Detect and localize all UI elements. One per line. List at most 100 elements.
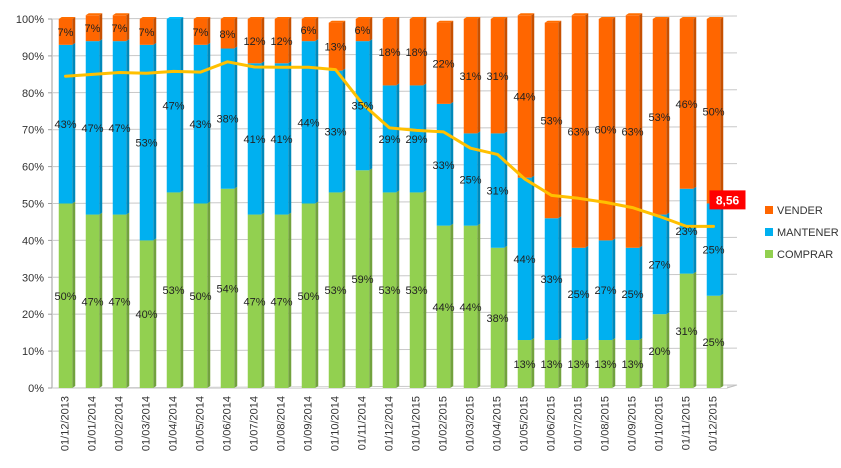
data-label: 25% bbox=[702, 245, 724, 257]
data-label: 6% bbox=[355, 25, 371, 37]
bar-side bbox=[261, 61, 265, 215]
bar-top bbox=[382, 17, 400, 19]
bar-side bbox=[612, 17, 616, 241]
x-tick-label: 01/04/2015 bbox=[492, 396, 504, 451]
bar-top bbox=[571, 13, 589, 16]
x-tick-label: 01/12/2013 bbox=[60, 396, 72, 451]
bar-top bbox=[409, 17, 427, 19]
bar-side bbox=[99, 39, 103, 215]
bar-comprar bbox=[517, 340, 532, 388]
data-label: 44% bbox=[459, 302, 481, 314]
bar-side bbox=[720, 17, 724, 204]
bar-top bbox=[274, 17, 292, 19]
data-label: 7% bbox=[193, 27, 209, 39]
bar-side bbox=[369, 39, 373, 171]
bar-side bbox=[423, 83, 427, 193]
bar-side bbox=[342, 68, 346, 193]
y-tick-label: 90% bbox=[22, 51, 44, 63]
bar-side bbox=[72, 201, 76, 388]
bar-vender bbox=[328, 22, 343, 71]
data-label: 47% bbox=[81, 123, 103, 135]
data-label: 53% bbox=[648, 112, 670, 124]
bar-top bbox=[355, 17, 373, 19]
bar-side bbox=[180, 190, 184, 388]
bar-side bbox=[342, 190, 346, 388]
x-tick-label: 01/05/2015 bbox=[519, 396, 531, 451]
bar-vender bbox=[571, 15, 586, 248]
x-tick-label: 01/07/2015 bbox=[573, 396, 585, 451]
bar-side bbox=[423, 17, 427, 86]
bar-top bbox=[625, 13, 643, 16]
bar-side bbox=[234, 17, 238, 49]
bar-side bbox=[666, 212, 670, 315]
bar-side bbox=[99, 212, 103, 388]
bar-side bbox=[72, 17, 76, 45]
bar-comprar bbox=[247, 214, 262, 388]
x-tick-label: 01/10/2014 bbox=[330, 396, 342, 451]
legend-label-mantener: MANTENER bbox=[777, 227, 839, 239]
bar-vender bbox=[490, 19, 505, 134]
bar-side bbox=[396, 190, 400, 388]
data-label: 50% bbox=[54, 291, 76, 303]
data-label: 18% bbox=[405, 47, 427, 59]
data-label: 47% bbox=[81, 296, 103, 308]
x-tick-label: 01/09/2015 bbox=[627, 396, 639, 451]
bar-mantener bbox=[490, 133, 505, 248]
x-tick-label: 01/11/2014 bbox=[357, 396, 369, 450]
bar-vender bbox=[274, 19, 289, 64]
data-label: 47% bbox=[108, 296, 130, 308]
y-tick-label: 60% bbox=[22, 162, 44, 174]
bar-comprar bbox=[58, 203, 73, 388]
data-label: 44% bbox=[297, 117, 319, 129]
bar-side bbox=[315, 39, 319, 204]
data-label: 13% bbox=[540, 359, 562, 371]
x-tick-label: 01/08/2014 bbox=[276, 396, 288, 451]
bar-side bbox=[342, 20, 346, 71]
bar-top bbox=[652, 17, 670, 19]
y-tick-label: 0% bbox=[28, 383, 44, 395]
bar-vender bbox=[409, 19, 424, 86]
bar-top bbox=[679, 17, 697, 19]
data-label: 25% bbox=[702, 337, 724, 349]
bar-side bbox=[585, 338, 589, 388]
bar-mantener bbox=[382, 85, 397, 193]
data-label: 47% bbox=[270, 296, 292, 308]
bar-side bbox=[612, 338, 616, 388]
bar-comprar bbox=[166, 192, 181, 388]
bar-side bbox=[450, 101, 454, 226]
bar-vender bbox=[193, 19, 208, 45]
legend: VENDER MANTENER COMPRAR bbox=[765, 205, 839, 261]
bar-top bbox=[193, 17, 211, 19]
bar-comprar bbox=[625, 340, 640, 388]
bar-side bbox=[288, 212, 292, 388]
bar-top bbox=[706, 17, 724, 19]
score-line-path bbox=[64, 60, 715, 228]
data-label: 47% bbox=[162, 101, 184, 113]
bar-mantener bbox=[58, 44, 73, 204]
bar-vender bbox=[85, 15, 100, 42]
bar-side bbox=[261, 212, 265, 388]
bar-mantener bbox=[571, 247, 586, 341]
bar-mantener bbox=[625, 247, 640, 341]
x-tick-label: 01/02/2014 bbox=[114, 396, 126, 451]
bar-side bbox=[153, 17, 157, 45]
bar-comprar bbox=[220, 188, 235, 388]
bar-vender bbox=[382, 19, 397, 86]
data-label: 40% bbox=[135, 309, 157, 321]
bar-top bbox=[328, 20, 346, 23]
data-label: 7% bbox=[58, 27, 74, 39]
bar-side bbox=[234, 186, 238, 388]
bar-comprar bbox=[274, 214, 289, 388]
bar-mantener bbox=[139, 44, 154, 241]
data-label: 38% bbox=[486, 313, 508, 325]
bar-side bbox=[666, 17, 670, 215]
bar-side bbox=[585, 13, 589, 248]
y-tick-label: 10% bbox=[22, 346, 44, 358]
bar-side bbox=[450, 223, 454, 388]
bar-vender bbox=[247, 19, 262, 64]
bar-side bbox=[288, 61, 292, 215]
bar-vender bbox=[436, 22, 451, 104]
data-label: 12% bbox=[243, 36, 265, 48]
x-tick-label: 01/04/2014 bbox=[168, 396, 180, 451]
bar-top bbox=[220, 17, 238, 19]
